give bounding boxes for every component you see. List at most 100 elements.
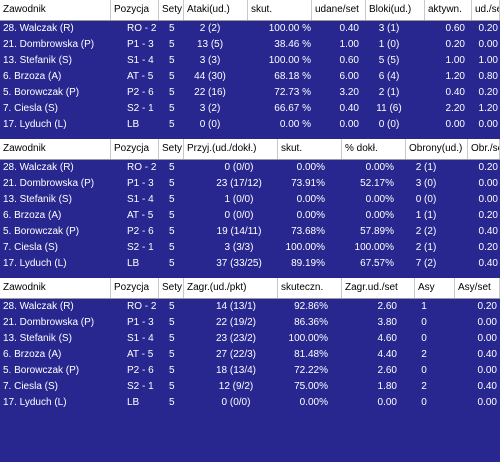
col-header-efficiency[interactable]: skuteczn. [278, 278, 342, 298]
stat-cell: 0.00 [478, 119, 498, 130]
stat-cell: 4.40 [377, 349, 397, 360]
col-header-player[interactable]: Zawodnik [0, 139, 111, 159]
col-header-reception[interactable]: Przyj.(ud./dokł.) [184, 139, 278, 159]
table-row[interactable]: 5. Borowczak (P) P2 - 6 5 22 (16) 72.73 % 3.2… [0, 85, 500, 101]
stat-cell: 0.20 [478, 87, 498, 98]
stat-cell: 5 [169, 194, 175, 205]
col-header-per-set[interactable]: udane/set [312, 0, 366, 20]
col-header-sets[interactable]: Sety [159, 0, 184, 20]
stat-cell: 100.00% [354, 242, 394, 253]
table-row[interactable]: 17. Lyduch (L) LB 5 0 (0) 0.00 % 0.00 0 (0) 0.0… [0, 117, 500, 133]
stat-cell: 0.40 [477, 349, 497, 360]
stat-cell: 67.57% [360, 258, 394, 269]
stat-cell: S1 - 4 [127, 333, 154, 344]
player-name-cell: 13. Stefanik (S) [3, 194, 72, 205]
col-header-serves[interactable]: Zagr.(ud./pkt) [184, 278, 278, 298]
stat-cell: 0.40 [478, 258, 498, 269]
col-header-aces[interactable]: Asy [415, 278, 455, 298]
col-header-defence-per-set[interactable]: Obr./set [468, 139, 500, 159]
table-row[interactable]: 7. Ciesla (S) S2 - 1 5 3 (3/3) 100.00% 100.00… [0, 240, 500, 256]
table-row[interactable]: 6. Brzoza (A) AT - 5 5 27 (22/3) 81.48% 4.40 2… [0, 347, 500, 363]
stat-cell: LB [127, 119, 140, 130]
table-row[interactable]: 13. Stefanik (S) S1 - 4 5 1 (0/0) 0.00% 0.00%… [0, 192, 500, 208]
col-header-position[interactable]: Pozycja [111, 139, 159, 159]
player-name-cell: 13. Stefanik (S) [3, 333, 72, 344]
col-header-sets[interactable]: Sety [159, 139, 184, 159]
stat-cell: 0.20 [445, 39, 465, 50]
col-header-position[interactable]: Pozycja [111, 278, 159, 298]
stat-cell: 23 (23/2) [215, 333, 257, 344]
col-header-accuracy[interactable]: % dokł. [342, 139, 406, 159]
stat-cell: 0.40 [445, 87, 465, 98]
stat-cell: 0.00 [477, 365, 497, 376]
stat-cell: 5 [169, 242, 175, 253]
player-name-cell: 7. Ciesla (S) [3, 103, 59, 114]
stat-cell: 0.20 [478, 23, 498, 34]
col-header-efficiency[interactable]: skut. [248, 0, 312, 20]
stat-cell: 1.00 [339, 39, 359, 50]
table-row[interactable]: 17. Lyduch (L) LB 5 0 (0/0) 0.00% 0.00 0 0.00 [0, 395, 500, 411]
col-header-activity[interactable]: aktywn. [425, 0, 472, 20]
col-header-blocks[interactable]: Bloki(ud.) [366, 0, 425, 20]
table-row[interactable]: 5. Borowczak (P) P2 - 6 5 18 (13/4) 72.22% 2.… [0, 363, 500, 379]
stat-cell: 18 (13/4) [215, 365, 257, 376]
table-row[interactable]: 13. Stefanik (S) S1 - 4 5 23 (23/2) 100.00% 4… [0, 331, 500, 347]
stat-cell: LB [127, 397, 140, 408]
col-header-aces-per-set[interactable]: Asy/set [455, 278, 500, 298]
table-row[interactable]: 28. Walczak (R) RO - 2 5 0 (0/0) 0.00% 0.00% 2… [0, 160, 500, 176]
stat-cell: 5 [169, 210, 175, 221]
stat-cell: 5 [169, 162, 175, 173]
player-name-cell: 7. Ciesla (S) [3, 242, 59, 253]
stat-cell: 0.00% [299, 397, 328, 408]
stat-cell: 2 [421, 381, 427, 392]
player-name-cell: 17. Lyduch (L) [3, 397, 67, 408]
table-row[interactable]: 6. Brzoza (A) AT - 5 5 44 (30) 68.18 % 6.00 6 … [0, 69, 500, 85]
player-name-cell: 17. Lyduch (L) [3, 119, 67, 130]
stat-cell: LB [127, 258, 140, 269]
col-header-player[interactable]: Zawodnik [0, 278, 111, 298]
stat-cell: 0 [421, 365, 427, 376]
stat-cell: AT - 5 [127, 349, 154, 360]
stat-cell: 5 (5) [378, 55, 400, 66]
stat-cell: 5 [169, 333, 175, 344]
stat-cell: 5 [169, 365, 175, 376]
stat-cell: 0.40 [478, 226, 498, 237]
table-row[interactable]: 28. Walczak (R) RO - 2 5 2 (2) 100.00 % 0.40 3… [0, 21, 500, 37]
stat-cell: 2.20 [445, 103, 465, 114]
col-header-blocks-per-set[interactable]: ud./set [472, 0, 500, 20]
table-row[interactable]: 7. Ciesla (S) S2 - 1 5 12 (9/2) 75.00% 1.80 2 0… [0, 379, 500, 395]
player-name-cell: 21. Dombrowska (P) [3, 39, 95, 50]
col-header-defence[interactable]: Obrony(ud.) [406, 139, 468, 159]
stat-cell: 0.00 [377, 397, 397, 408]
stat-cell: 3.20 [339, 87, 359, 98]
col-header-efficiency[interactable]: skut. [278, 139, 342, 159]
col-header-sets[interactable]: Sety [159, 278, 184, 298]
stat-cell: P2 - 6 [127, 87, 154, 98]
player-name-cell: 28. Walczak (R) [3, 301, 74, 312]
stat-cell: 0 (0) [378, 119, 400, 130]
col-header-attacks[interactable]: Ataki(ud.) [184, 0, 248, 20]
stat-cell: 0 (0/0) [221, 397, 251, 408]
stat-cell: 7 (2) [415, 258, 437, 269]
table-row[interactable]: 21. Dombrowska (P) P1 - 3 5 22 (19/2) 86.36%… [0, 315, 500, 331]
table-row[interactable]: 5. Borowczak (P) P2 - 6 5 19 (14/11) 73.68% 5… [0, 224, 500, 240]
col-header-player[interactable]: Zawodnik [0, 0, 111, 20]
stat-cell: 44 (30) [194, 71, 226, 82]
table-row[interactable]: 7. Ciesla (S) S2 - 1 5 3 (2) 66.67 % 0.40 11 (… [0, 101, 500, 117]
stat-cell: 72.73 % [274, 87, 311, 98]
col-header-serves-per-set[interactable]: Zagr.ud./set [342, 278, 415, 298]
stat-cell: 14 (13/1) [215, 301, 257, 312]
table-row[interactable]: 17. Lyduch (L) LB 5 37 (33/25) 89.19% 67.57% 7… [0, 256, 500, 272]
attack-block-table: Zawodnik Pozycja Sety Ataki(ud.) skut. u… [0, 0, 500, 133]
table-row[interactable]: 6. Brzoza (A) AT - 5 5 0 (0/0) 0.00% 0.00% 1 (… [0, 208, 500, 224]
col-header-position[interactable]: Pozycja [111, 0, 159, 20]
stat-cell: 72.22% [294, 365, 328, 376]
stat-cell: 0.00 [339, 119, 359, 130]
stat-cell: 0.00% [296, 210, 325, 221]
table-row[interactable]: 28. Walczak (R) RO - 2 5 14 (13/1) 92.86% 2.6… [0, 299, 500, 315]
stat-cell: 5 [169, 381, 175, 392]
table-row[interactable]: 13. Stefanik (S) S1 - 4 5 3 (3) 100.00 % 0.60… [0, 53, 500, 69]
table-row[interactable]: 21. Dombrowska (P) P1 - 3 5 23 (17/12) 73.91… [0, 176, 500, 192]
table-row[interactable]: 21. Dombrowska (P) P1 - 3 5 13 (5) 38.46 % 1.… [0, 37, 500, 53]
player-name-cell: 28. Walczak (R) [3, 162, 74, 173]
